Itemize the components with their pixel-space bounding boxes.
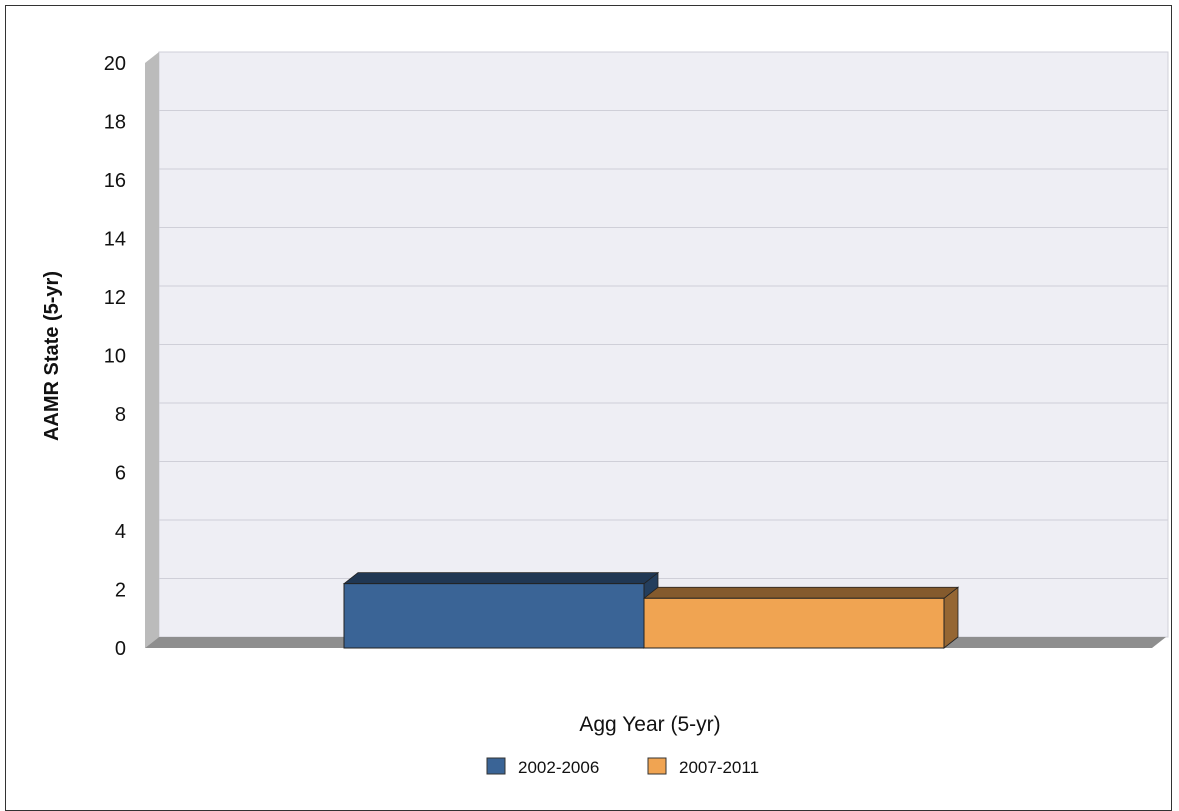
y-axis-title: AAMR State (5-yr) (41, 271, 63, 441)
y-tick-label: 4 (115, 521, 126, 543)
bar-top (642, 586, 960, 599)
bars (342, 571, 960, 649)
left-wall (145, 52, 159, 648)
bar-front (343, 583, 645, 649)
y-axis-ticks: 0 2 4 6 8 10 12 14 16 18 20 (104, 53, 126, 660)
y-tick-label: 2 (115, 580, 126, 602)
y-tick-label: 0 (115, 638, 126, 660)
y-tick-label: 8 (115, 404, 126, 426)
plot-area (145, 51, 1169, 648)
y-tick-label: 18 (104, 112, 126, 134)
legend-label-2007-2011: 2007-2011 (679, 758, 759, 777)
y-tick-label: 6 (115, 463, 126, 485)
x-axis-title: Agg Year (5-yr) (579, 713, 720, 736)
bar-2007-2011 (642, 586, 960, 649)
y-tick-label: 12 (104, 287, 126, 309)
bar-2002-2006 (342, 571, 660, 649)
y-tick-label: 14 (104, 229, 126, 251)
legend: 2002-2006 2007-2011 (486, 757, 759, 777)
bar-top (342, 572, 660, 585)
legend-swatch-2002-2006 (486, 757, 506, 775)
y-tick-label: 20 (104, 53, 126, 75)
y-tick-label: 10 (104, 346, 126, 368)
legend-swatch-2007-2011 (647, 757, 667, 775)
bar-front (643, 597, 945, 649)
gridlines (159, 51, 1168, 579)
y-tick-label: 16 (104, 170, 126, 192)
legend-label-2002-2006: 2002-2006 (518, 758, 599, 777)
